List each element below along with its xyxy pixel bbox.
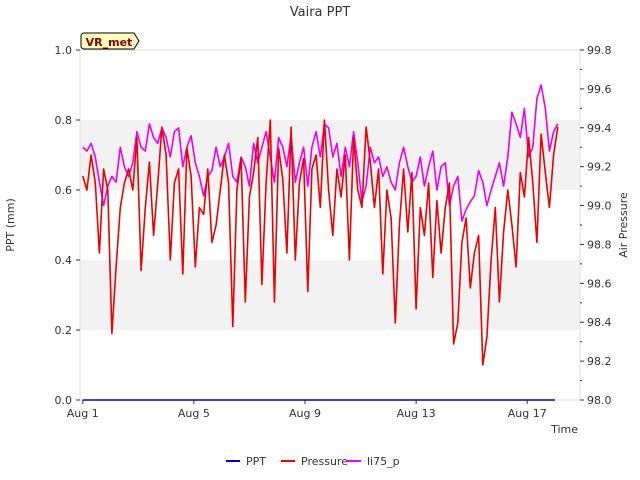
legend: PPT Pressure li75_p [226,455,400,468]
right-tick-label: 99.4 [587,122,612,135]
left-axis-ticks: 0.0 0.2 0.4 0.6 0.8 1.0 [55,44,80,407]
x-tick-label: Aug 5 [178,407,210,420]
left-tick-label: 0.6 [55,184,73,197]
x-tick-label: Aug 17 [508,407,547,420]
left-tick-label: 0.0 [55,394,73,407]
right-tick-label: 99.2 [587,161,612,174]
right-tick-label: 99.6 [587,83,612,96]
vr-met-badge [80,32,140,50]
right-tick-label: 99.0 [587,200,612,213]
shaded-band-0 [80,260,580,330]
x-tick-label: Aug 13 [397,407,436,420]
right-tick-label: 98.2 [587,355,612,368]
left-tick-label: 0.2 [55,324,73,337]
left-tick-label: 0.4 [55,254,73,267]
legend-label: li75_p [367,455,400,468]
x-axis-label: Time [550,423,578,436]
right-axis-ticks: 98.0 98.2 98.4 98.6 98.8 99.0 99.2 99.4 99.6 99.8 [580,44,612,407]
chart-title: Vaira PPT [290,5,351,20]
right-tick-label: 99.8 [587,44,612,57]
left-tick-label: 1.0 [55,44,73,57]
right-tick-label: 98.6 [587,277,612,290]
x-tick-label: Aug 1 [67,407,99,420]
left-axis-label: PPT (mm) [4,198,17,252]
right-tick-label: 98.0 [587,394,612,407]
series-group [82,84,559,401]
x-axis-ticks: Aug 1 Aug 5 Aug 9 Aug 13 Aug 17 [67,400,547,420]
right-tick-label: 98.4 [587,316,612,329]
badge-label: VR_met [86,36,133,49]
x-tick-label: Aug 9 [289,407,321,420]
series-line-pressure [82,119,559,366]
left-tick-label: 0.8 [55,114,73,127]
legend-label: Pressure [301,455,348,468]
right-tick-label: 98.8 [587,238,612,251]
legend-label: PPT [246,455,266,468]
right-axis-label: Air Pressure [617,192,630,258]
